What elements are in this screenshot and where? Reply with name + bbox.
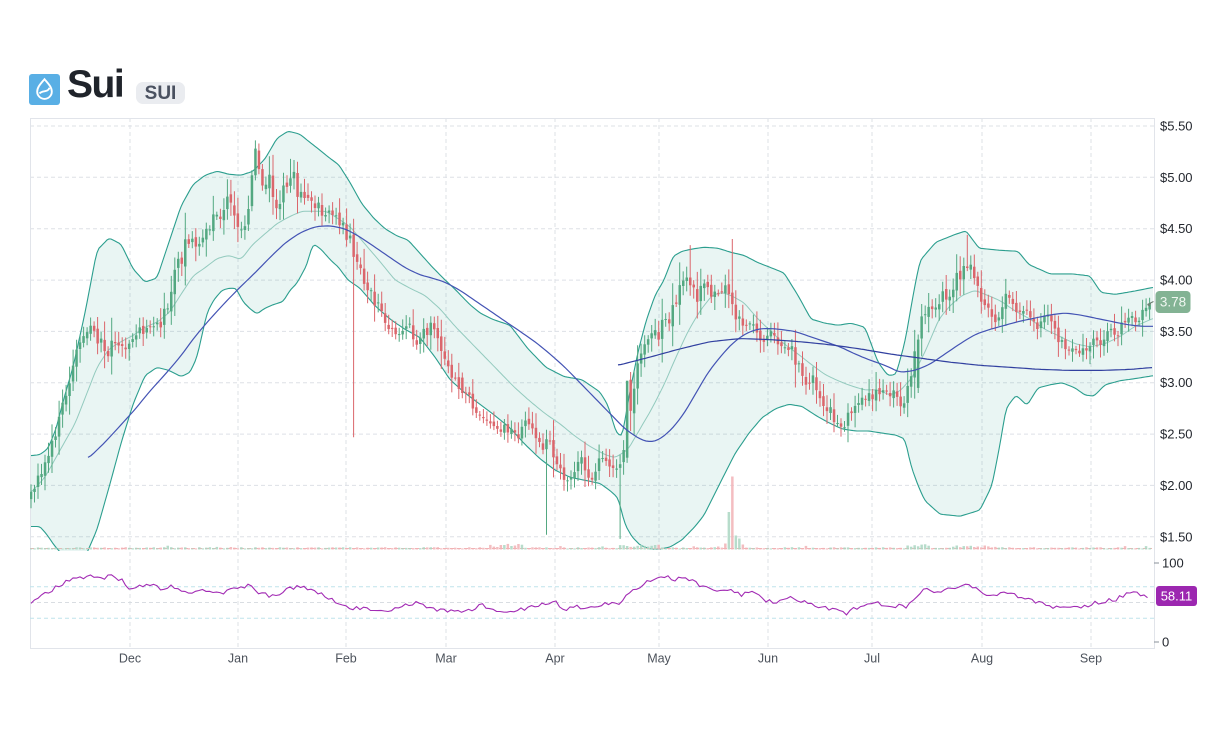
svg-text:$3.50: $3.50 bbox=[1160, 324, 1193, 339]
svg-text:3.78: 3.78 bbox=[1160, 295, 1186, 310]
svg-text:Dec: Dec bbox=[119, 652, 141, 666]
svg-text:$1.50: $1.50 bbox=[1160, 529, 1193, 544]
svg-text:Jan: Jan bbox=[228, 652, 248, 666]
svg-text:Jul: Jul bbox=[864, 652, 880, 666]
svg-text:May: May bbox=[647, 652, 671, 666]
svg-text:Jun: Jun bbox=[758, 652, 778, 666]
svg-text:$2.50: $2.50 bbox=[1160, 427, 1193, 442]
svg-text:$3.00: $3.00 bbox=[1160, 375, 1193, 390]
svg-text:$4.00: $4.00 bbox=[1160, 273, 1193, 288]
svg-text:$2.00: $2.00 bbox=[1160, 478, 1193, 493]
svg-text:100: 100 bbox=[1162, 556, 1184, 571]
svg-text:Mar: Mar bbox=[435, 652, 457, 666]
svg-text:Apr: Apr bbox=[545, 652, 564, 666]
svg-text:Aug: Aug bbox=[971, 652, 993, 666]
svg-text:$5.00: $5.00 bbox=[1160, 170, 1193, 185]
svg-text:0: 0 bbox=[1162, 635, 1169, 650]
svg-text:$4.50: $4.50 bbox=[1160, 221, 1193, 236]
svg-text:Feb: Feb bbox=[335, 652, 357, 666]
svg-text:$5.50: $5.50 bbox=[1160, 119, 1193, 134]
svg-text:Sep: Sep bbox=[1080, 652, 1102, 666]
svg-text:58.11: 58.11 bbox=[1161, 589, 1193, 604]
